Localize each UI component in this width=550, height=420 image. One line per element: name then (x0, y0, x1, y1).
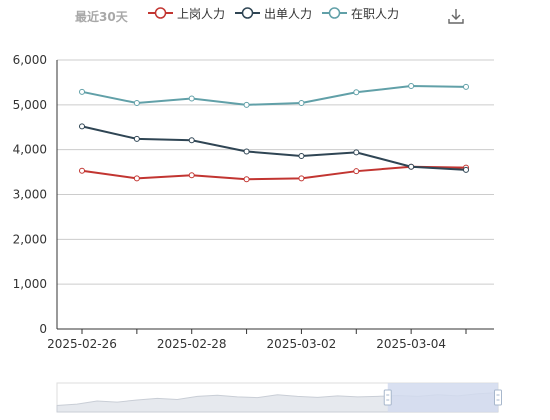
data-zoom-start-handle[interactable] (383, 389, 392, 406)
chart-legend: 上岗人力 出单人力 在职人力 (148, 4, 409, 22)
legend-item[interactable]: 出单人力 (235, 5, 312, 22)
y-tick-label: 3,000 (13, 188, 47, 202)
range-label[interactable]: 最近30天 (75, 10, 128, 24)
legend-marker-icon (235, 7, 261, 19)
legend-label: 在职人力 (351, 6, 400, 21)
data-point (353, 149, 360, 156)
x-tick-label: 2025-02-28 (157, 337, 227, 351)
data-point (79, 167, 85, 174)
data-point (353, 89, 360, 96)
data-point (353, 168, 360, 175)
data-point (408, 163, 415, 170)
x-tick-label: 2025-03-04 (376, 337, 446, 351)
y-tick-label: 6,000 (13, 53, 47, 67)
data-point (408, 83, 415, 90)
legend-marker-icon (148, 7, 173, 19)
legend-marker-icon (322, 7, 348, 19)
data-point (298, 175, 305, 182)
y-tick-label: 5,000 (13, 98, 47, 112)
data-point (133, 175, 140, 182)
data-point (298, 100, 305, 107)
data-point (188, 95, 195, 102)
data-point (79, 123, 85, 130)
x-tick-label: 2025-03-02 (267, 337, 337, 351)
legend-item[interactable]: 在职人力 (322, 5, 399, 22)
data-zoom-window (387, 383, 498, 412)
data-point (463, 83, 469, 90)
download-icon[interactable] (446, 6, 466, 26)
legend-label: 出单人力 (264, 6, 313, 21)
x-tick-label: 2025-02-26 (47, 337, 117, 351)
data-point (243, 101, 250, 108)
data-point (188, 137, 195, 144)
y-tick-label: 2,000 (13, 232, 47, 246)
y-tick-label: 0 (39, 322, 47, 336)
data-point (463, 166, 469, 173)
data-point (188, 172, 195, 179)
data-point (133, 135, 140, 142)
data-point (243, 176, 250, 183)
y-tick-label: 4,000 (13, 143, 47, 157)
data-point (79, 88, 85, 95)
data-zoom-end-handle[interactable] (494, 389, 502, 406)
series-line-1 (81, 125, 467, 171)
y-tick-label: 1,000 (13, 277, 47, 291)
data-point (298, 152, 305, 159)
legend-label: 上岗人力 (177, 6, 226, 21)
legend-item[interactable]: 上岗人力 (148, 5, 225, 22)
data-point (243, 148, 250, 155)
series-line-2 (81, 85, 467, 106)
series-line-0 (81, 165, 467, 181)
data-point (133, 100, 140, 107)
